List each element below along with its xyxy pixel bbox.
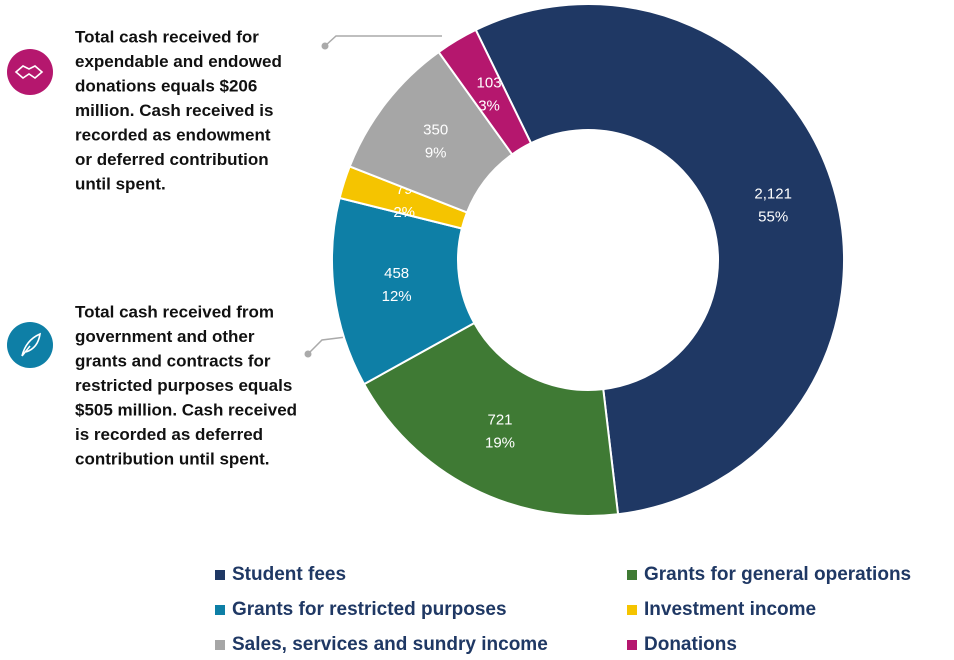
slice-percent-label: 9% xyxy=(425,144,447,161)
slice-value-label: 2,121 xyxy=(754,186,792,203)
legend-swatch xyxy=(215,570,225,580)
legend-swatch xyxy=(627,570,637,580)
slice-value-label: 721 xyxy=(487,412,512,429)
slice-value-label: 103 xyxy=(477,74,502,91)
annotation-line: expendable and endowed xyxy=(75,52,282,71)
annotation-line: Total cash received for xyxy=(75,27,259,46)
annotation-line: Total cash received from xyxy=(75,302,274,321)
donut-slice xyxy=(362,321,620,517)
donations-icon xyxy=(7,49,53,95)
legend-swatch xyxy=(627,640,637,650)
leader-dot xyxy=(304,350,312,358)
slice-value-label: 350 xyxy=(423,121,448,138)
legend-label: Student fees xyxy=(232,564,346,585)
annotation-line: government and other xyxy=(75,327,255,346)
grants-icon xyxy=(7,322,53,368)
annotation-line: donations equals $206 xyxy=(75,76,257,95)
slice-percent-label: 19% xyxy=(485,435,515,452)
slice-percent-label: 2% xyxy=(393,204,415,221)
slice-percent-label: 3% xyxy=(478,97,500,114)
quill-glyph xyxy=(21,332,41,357)
legend-label: Investment income xyxy=(644,599,816,620)
donut-slice xyxy=(437,28,533,156)
legend-swatch xyxy=(215,605,225,615)
annotation-line: restricted purposes equals xyxy=(75,376,292,395)
annotation-line: contribution until spent. xyxy=(75,449,270,468)
legend-label: Grants for general operations xyxy=(644,564,911,585)
annotation-line: or deferred contribution xyxy=(75,150,269,169)
leader-line xyxy=(324,35,442,47)
legend-label: Grants for restricted purposes xyxy=(232,599,507,620)
annotation-line: grants and contracts for xyxy=(75,351,271,370)
annotation-line: recorded as endowment xyxy=(75,125,271,144)
donut-slice xyxy=(474,3,846,516)
legend-label: Sales, services and sundry income xyxy=(232,634,548,655)
annotation-line: until spent. xyxy=(75,174,166,193)
annotation-line: is recorded as deferred xyxy=(75,425,263,444)
slice-percent-label: 12% xyxy=(382,288,412,305)
leader-dot xyxy=(321,42,329,50)
leader-line xyxy=(307,336,347,355)
annotation-line: $505 million. Cash received xyxy=(75,400,297,419)
legend-swatch xyxy=(215,640,225,650)
slice-percent-label: 55% xyxy=(758,209,788,226)
handshake-glyph xyxy=(14,65,44,80)
annotation-line: million. Cash received is xyxy=(75,101,273,120)
legend-label: Donations xyxy=(644,634,737,655)
slice-value-label: 458 xyxy=(384,265,409,282)
legend-swatch xyxy=(627,605,637,615)
